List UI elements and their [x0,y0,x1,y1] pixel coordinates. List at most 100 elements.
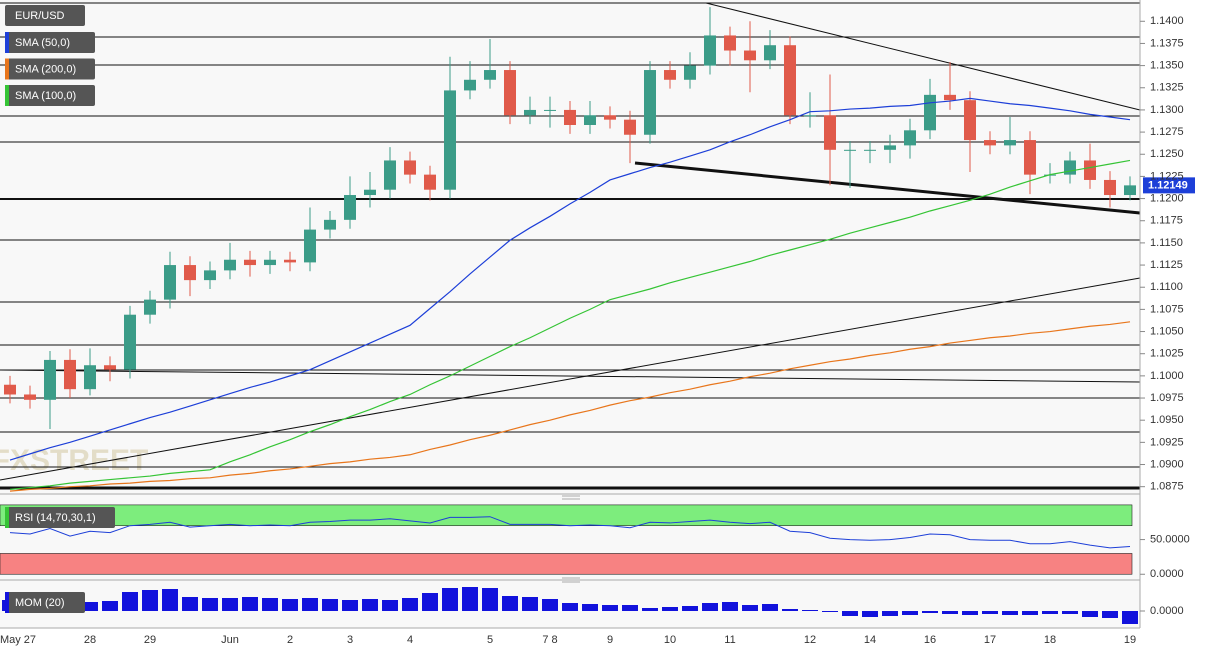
momentum-bar [1002,611,1018,615]
momentum-bar [802,610,818,611]
momentum-bar [362,599,378,611]
y-tick-label: 1.0875 [1150,481,1184,493]
legend-item: EUR/USD [5,5,85,26]
candle-body [344,195,356,220]
band [0,553,1133,575]
y-tick-label: 1.1125 [1150,259,1183,271]
legend-box [5,592,85,613]
momentum-bar [882,611,898,616]
legend-swatch [5,507,9,528]
legend-item: SMA (200,0) [5,58,95,80]
momentum-bar [1022,611,1038,615]
x-tick-label: 3 [347,634,353,646]
y-tick-label: 1.0925 [1150,436,1184,448]
legend-label: MOM (20) [15,597,65,609]
momentum-bar [942,611,958,614]
candle-body [404,160,416,175]
y-tick-label: 1.1000 [1150,370,1184,382]
momentum-bar [1042,611,1058,614]
momentum-bar [662,607,678,611]
y-tick-label: 0.0000 [1150,605,1184,617]
legend-label: SMA (200,0) [15,63,76,75]
y-tick-label: 1.1250 [1150,148,1184,160]
x-tick-label: 14 [864,634,876,646]
momentum-bar [762,604,778,611]
candle-body [1064,160,1076,175]
x-tick-label: 18 [1044,634,1056,646]
momentum-bar [282,599,298,611]
sma-line [9,321,1131,492]
momentum-bar [1082,611,1098,617]
momentum-bar [542,599,558,611]
legend-box [5,58,95,80]
plot-background [0,0,1140,628]
y-tick-label: 50.0000 [1150,533,1190,545]
candle-body [824,115,836,150]
momentum-bar [902,611,918,615]
momentum-bar [962,611,978,615]
x-tick-label: 17 [984,634,996,646]
candle-body [564,109,576,125]
candle-body [484,70,496,80]
legend-swatch [5,32,9,53]
legend-label: SMA (100,0) [15,90,76,102]
momentum-bar [342,600,358,611]
candle-body [384,160,396,190]
x-tick-label: 4 [407,634,413,646]
panel-separators [0,0,1141,629]
momentum-bar [982,611,998,614]
legend-box [5,32,95,53]
momentum-bar [742,605,758,611]
momentum-bar [322,599,338,611]
candle-body [264,259,276,266]
candle-body [864,149,876,151]
momentum-bar [502,596,518,611]
candle-body [84,365,96,390]
candle-body [64,359,76,390]
candle-body [204,270,216,281]
candle-body [984,140,996,146]
candle-body [124,314,136,370]
x-tick-label: 16 [924,634,936,646]
momentum-bar [642,608,658,611]
candle-body [924,94,936,131]
candle-body [944,94,956,101]
y-tick-label: 1.1325 [1150,82,1184,94]
y-tick-label: 1.1075 [1150,303,1184,315]
last-price-label: 1.12149 [1148,179,1188,191]
candle-body [44,359,56,400]
legend-swatch [5,592,9,613]
x-tick-label: 11 [724,634,735,646]
y-tick-label: 1.0950 [1150,414,1184,426]
candle-body [764,45,776,61]
momentum-bar [302,598,318,611]
x-tick-label: 5 [487,634,493,646]
x-tick-label: 7 8 [542,634,557,646]
candle-body [1084,160,1096,180]
momentum-bar [682,606,698,611]
momentum-bar [822,611,838,612]
x-tick-label: May 27 [0,634,36,646]
candle-body [804,115,816,117]
momentum-bar [422,593,438,611]
candle-body [884,145,896,150]
candle-body [504,70,516,116]
momentum-bar [782,609,798,611]
candle-body [584,115,596,125]
candle-body [364,189,376,196]
momentum-bar [922,611,938,613]
candle-body [904,130,916,146]
candle-body [1004,140,1016,146]
watermark: FXSTREET [0,444,148,477]
candle-body [4,384,16,395]
candle-body [1104,179,1116,196]
legend-swatch [5,85,9,106]
momentum-bar [1062,611,1078,614]
momentum-bar [1122,611,1138,624]
legend-box [5,5,85,26]
candle-body [284,259,296,263]
x-tick-label: 28 [84,634,96,646]
candle-body [1024,140,1036,175]
x-tick-label: Jun [221,634,239,646]
